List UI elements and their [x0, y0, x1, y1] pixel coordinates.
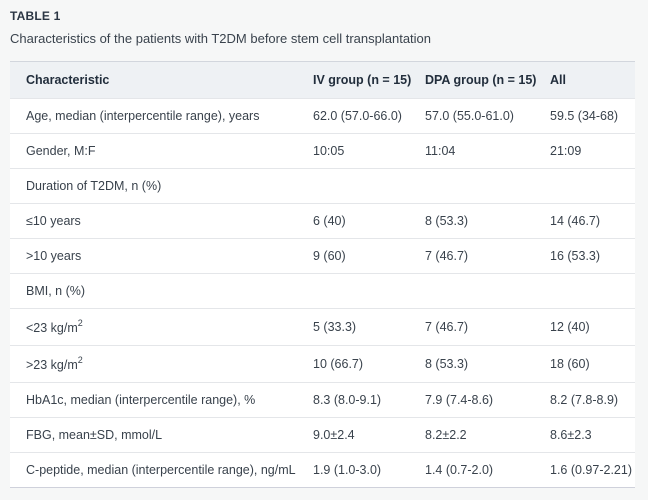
table-row-gender: Gender, M:F 10:05 11:04 21:09 [10, 133, 635, 169]
cell-dpa-group: 11:04 [425, 144, 456, 158]
cell-iv-group: 10:05 [313, 144, 345, 158]
cell-all: 21:09 [550, 144, 582, 158]
cell-iv-group: 6 (40) [313, 214, 346, 228]
cell-dpa-group [425, 274, 550, 309]
cell-all: 12 (40) [550, 320, 590, 335]
cell-all [550, 274, 635, 309]
row-label: BMI, n (%) [26, 284, 86, 298]
table-row-duration-gt10: >10 years 9 (60) 7 (46.7) 16 (53.3) [10, 238, 635, 274]
cell-iv-group: 62.0 (57.0-66.0) [313, 109, 402, 123]
cell-iv-group: 1.9 (1.0-3.0) [313, 463, 382, 478]
column-header-dpa-group: DPA group (n = 15) [425, 73, 537, 87]
table-caption: Characteristics of the patients with T2D… [10, 31, 432, 46]
cell-iv-group: 9.0±2.4 [313, 428, 355, 443]
cell-all: 18 (60) [550, 357, 590, 372]
row-label-text: <23 kg/m [26, 321, 78, 336]
cell-all: 1.6 (0.97-2.21) [550, 463, 632, 478]
table-row-age: Age, median (interpercentile range), yea… [10, 98, 635, 134]
row-label: FBG, mean±SD, mmol/L [26, 428, 163, 443]
cell-iv-group: 10 (66.7) [313, 357, 364, 372]
cell-dpa-group: 1.4 (0.7-2.0) [425, 463, 494, 478]
page: TABLE 1 Characteristics of the patients … [10, 9, 635, 489]
superscript: 2 [77, 318, 83, 328]
table-row-duration-le10: ≤10 years 6 (40) 8 (53.3) 14 (46.7) [10, 203, 635, 239]
cell-all [550, 169, 635, 204]
header-row: Characteristic IV group (n = 15) DPA gro… [10, 61, 635, 99]
table-row-c-peptide: C-peptide, median (interpercentile range… [10, 452, 635, 488]
row-label: Gender, M:F [26, 144, 96, 158]
cell-dpa-group: 7 (46.7) [425, 249, 469, 263]
table-row-fbg: FBG, mean±SD, mmol/L 9.0±2.4 8.2±2.2 8.6… [10, 417, 635, 453]
row-label: ≤10 years [26, 214, 81, 228]
cell-iv-group: 9 (60) [313, 249, 346, 263]
column-header-all: All [550, 73, 566, 87]
row-label-text: >23 kg/m [26, 358, 78, 373]
cell-dpa-group: 7 (46.7) [425, 320, 469, 335]
table-row-bmi-gt23: >23 kg/m2 10 (66.7) 8 (53.3) 18 (60) [10, 345, 635, 383]
cell-dpa-group: 7.9 (7.4-8.6) [425, 393, 494, 408]
cell-iv-group: 5 (33.3) [313, 320, 357, 335]
cell-all: 8.6±2.3 [550, 428, 592, 443]
cell-all: 59.5 (34-68) [550, 109, 619, 123]
row-label: Duration of T2DM, n (%) [26, 179, 162, 193]
row-label: <23 kg/m2 [10, 309, 313, 346]
cell-dpa-group [425, 169, 550, 204]
cell-dpa-group: 57.0 (55.0-61.0) [425, 109, 514, 123]
table-row-duration-header: Duration of T2DM, n (%) [10, 168, 635, 204]
table-row-bmi-lt23: <23 kg/m2 5 (33.3) 7 (46.7) 12 (40) [10, 308, 635, 346]
superscript: 2 [77, 355, 83, 366]
cell-iv-group [313, 169, 425, 204]
column-header-characteristic: Characteristic [26, 73, 110, 87]
column-header-iv-group: IV group (n = 15) [313, 73, 412, 87]
row-label: >23 kg/m2 [10, 346, 313, 383]
cell-iv-group [313, 274, 425, 309]
row-label: >10 years [26, 249, 82, 263]
table-row-hba1c: HbA1c, median (interpercentile range), %… [10, 382, 635, 418]
cell-iv-group: 8.3 (8.0-9.1) [313, 393, 382, 408]
table-row-bmi-header: BMI, n (%) [10, 273, 635, 309]
cell-all: 14 (46.7) [550, 214, 601, 228]
row-label: Age, median (interpercentile range), yea… [26, 109, 260, 123]
cell-all: 16 (53.3) [550, 249, 601, 263]
row-label: HbA1c, median (interpercentile range), % [26, 393, 256, 408]
table-number-label: TABLE 1 [10, 9, 61, 23]
cell-all: 8.2 (7.8-8.9) [550, 393, 619, 408]
cell-dpa-group: 8 (53.3) [425, 357, 469, 372]
cell-dpa-group: 8.2±2.2 [425, 428, 467, 443]
cell-dpa-group: 8 (53.3) [425, 214, 469, 228]
row-label: C-peptide, median (interpercentile range… [26, 463, 296, 478]
patient-characteristics-table: Characteristic IV group (n = 15) DPA gro… [10, 61, 635, 489]
